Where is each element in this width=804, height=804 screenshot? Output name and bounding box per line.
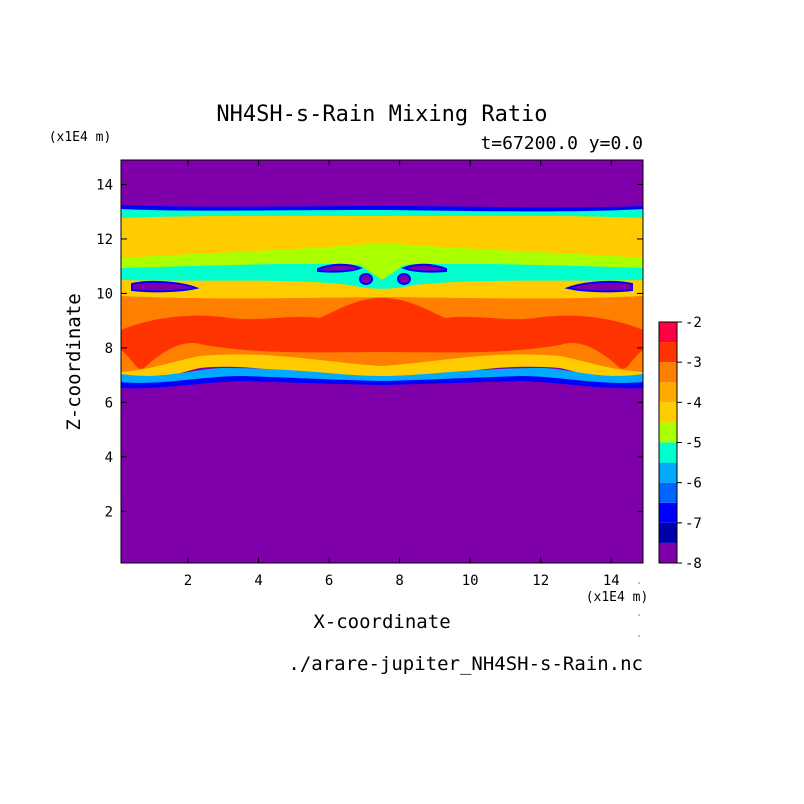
contour-band-lower-blue xyxy=(121,376,643,389)
y-tick-label-14: 14 xyxy=(96,178,113,194)
x-tick-label-8: 8 xyxy=(395,573,403,589)
colorbar: -2 -3 -4 -5 -6 -7 -8 xyxy=(658,315,702,572)
x-tick-label-6: 6 xyxy=(325,573,333,589)
y-tick-label-6: 6 xyxy=(105,395,113,411)
x-tick-label-10: 10 xyxy=(462,573,479,589)
y-unit-label: (x1E4 m) xyxy=(49,130,112,145)
colorbar-label--4: -4 xyxy=(685,395,702,411)
colorbar-label--6: -6 xyxy=(685,476,702,492)
y-axis: 2 4 6 8 10 12 14 xyxy=(96,178,643,520)
x-axis-label: X-coordinate xyxy=(313,611,450,633)
colorbar-label--5: -5 xyxy=(685,436,702,452)
vortex-core-left xyxy=(359,273,373,285)
marker-dot-2: ˙ xyxy=(636,614,642,625)
colorbar-swatch-2 xyxy=(659,502,677,523)
x-axis: 2 4 6 8 10 12 14 xyxy=(184,160,620,589)
colorbar-swatch-1 xyxy=(659,522,677,543)
vortex-streak-left xyxy=(131,280,200,293)
vortex-streak-right xyxy=(564,280,633,293)
plot-frame xyxy=(120,159,644,564)
y-tick-label-10: 10 xyxy=(96,286,113,302)
contour-band-upper-yellow xyxy=(121,215,643,262)
colorbar-swatch-3 xyxy=(659,482,677,503)
x-tick-label-14: 14 xyxy=(603,573,620,589)
chart-title: NH4SH-s-Rain Mixing Ratio xyxy=(216,102,547,127)
colorbar-label--8: -8 xyxy=(685,556,702,572)
chart-subtitle: t=67200.0 y=0.0 xyxy=(480,133,643,154)
x-tick-label-4: 4 xyxy=(254,573,262,589)
marker-dot-1: ˙ xyxy=(636,582,642,593)
colorbar-swatch-0 xyxy=(659,542,677,563)
colorbar-swatch-4 xyxy=(659,462,677,483)
colorbar-label--3: -3 xyxy=(685,355,702,371)
y-tick-label-12: 12 xyxy=(96,232,113,248)
colorbar-swatch-10 xyxy=(659,342,677,363)
x-tick-label-2: 2 xyxy=(184,573,192,589)
colorbar-label--7: -7 xyxy=(685,516,702,532)
vortex-streak-center-right xyxy=(401,263,447,273)
y-axis-label: Z-coordinate xyxy=(63,293,85,430)
contour-band-lower-cyan xyxy=(121,368,643,387)
colorbar-swatch-6 xyxy=(659,422,677,443)
y-tick-label-4: 4 xyxy=(105,450,113,466)
marker-dot-3: ˙ xyxy=(636,635,642,646)
vortex-streak-center-left xyxy=(317,263,363,273)
contour-band-red xyxy=(121,298,643,369)
source-file-label: ./arare-jupiter_NH4SH-s-Rain.nc xyxy=(288,653,643,675)
y-tick-label-2: 2 xyxy=(105,504,113,520)
colorbar-swatch-8 xyxy=(659,382,677,403)
vortex-core-right xyxy=(397,273,411,285)
colorbar-label--2: -2 xyxy=(685,315,702,331)
colorbar-swatch-11 xyxy=(659,322,677,343)
colorbar-swatch-7 xyxy=(659,402,677,423)
x-unit-label: (x1E4 m) xyxy=(586,590,649,605)
colorbar-swatch-5 xyxy=(659,442,677,463)
x-tick-label-12: 12 xyxy=(532,573,549,589)
y-tick-label-8: 8 xyxy=(105,341,113,357)
colorbar-swatch-9 xyxy=(659,362,677,383)
plot-area xyxy=(121,160,643,563)
